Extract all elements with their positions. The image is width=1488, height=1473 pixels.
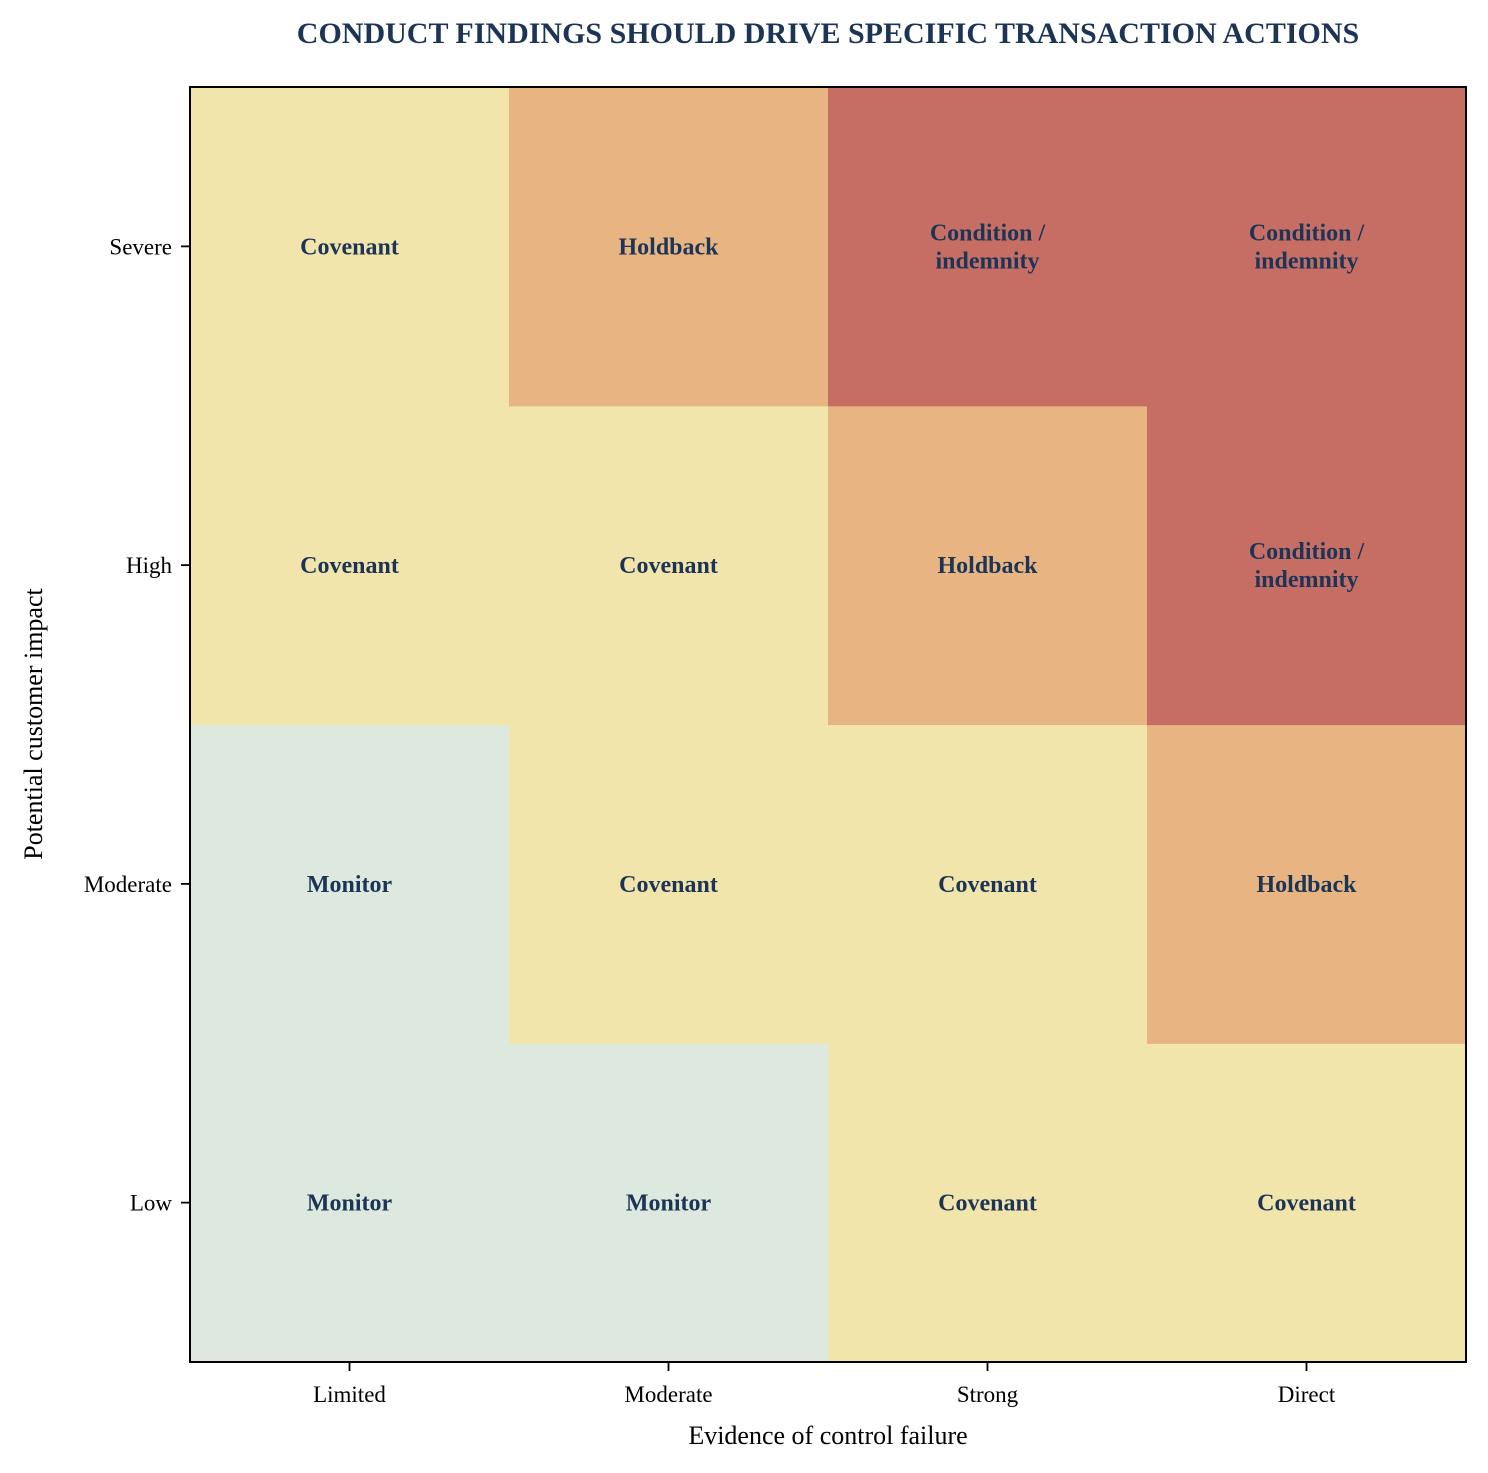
- heatmap-cell: [1147, 405, 1467, 726]
- heatmap-cell-label: Condition / indemnity: [930, 220, 1046, 274]
- heatmap-cell-label: Covenant: [300, 553, 399, 579]
- heatmap-cell-label: Holdback: [937, 553, 1038, 579]
- y-tick-label: Severe: [109, 234, 172, 259]
- y-tick-label: Moderate: [84, 872, 172, 897]
- heatmap-cell: [1147, 724, 1467, 1044]
- heatmap-cell-label: Covenant: [619, 872, 718, 898]
- x-axis-label: Evidence of control failure: [688, 1421, 967, 1450]
- heatmap-cell-label: Covenant: [619, 553, 718, 579]
- x-tick-label: Moderate: [624, 1382, 712, 1407]
- heatmap-cell-label: Monitor: [307, 872, 393, 898]
- heatmap-cell-label: Holdback: [1256, 872, 1357, 898]
- plot-frame: [189, 86, 1467, 1363]
- heatmap-cell: [190, 87, 510, 407]
- heatmap-cell: [190, 405, 510, 726]
- heatmap-cell: [509, 405, 829, 726]
- heatmap-cell-label: Monitor: [307, 1191, 393, 1217]
- heatmap-cell-label: Holdback: [618, 234, 719, 260]
- heatmap-cells: Monitor Monitor Covenant Covenant Monitor Cov…: [190, 87, 1467, 1363]
- x-tick-label: Strong: [957, 1382, 1019, 1407]
- y-tick-label: Low: [130, 1191, 173, 1216]
- heatmap-cell-label: Condition / indemnity: [1249, 539, 1365, 593]
- chart-title: CONDUCT FINDINGS SHOULD DRIVE SPECIFIC T…: [297, 17, 1359, 50]
- x-axis-ticks: Limited Moderate Strong Direct: [313, 1362, 1336, 1407]
- heatmap-cell: [828, 405, 1148, 726]
- x-tick-label: Limited: [313, 1382, 386, 1407]
- heatmap-cell: [828, 1043, 1148, 1363]
- x-tick-label: Direct: [1278, 1382, 1336, 1407]
- heatmap-cell: [190, 724, 510, 1044]
- y-axis-label: Potential customer impact: [19, 587, 48, 859]
- heatmap-cell-label: Covenant: [1257, 1191, 1356, 1217]
- heatmap-cell-label: Covenant: [300, 234, 399, 260]
- y-axis-ticks: Low Moderate High Severe: [84, 234, 190, 1216]
- heatmap-cell-label: Condition / indemnity: [1249, 220, 1365, 274]
- heatmap-cell: [828, 724, 1148, 1044]
- heatmap-cell: [1147, 87, 1467, 407]
- heatmap-cell: [509, 87, 829, 407]
- heatmap-cell-label: Covenant: [938, 1191, 1037, 1217]
- heatmap-cell: [509, 1043, 829, 1363]
- heatmap-cell: [1147, 1043, 1467, 1363]
- y-tick-label: High: [126, 553, 173, 578]
- heatmap-cell: [828, 87, 1148, 407]
- heatmap-cell: [190, 1043, 510, 1363]
- heatmap-cell-label: Covenant: [938, 872, 1037, 898]
- heatmap-cell: [509, 724, 829, 1044]
- heatmap-cell-label: Monitor: [626, 1191, 712, 1217]
